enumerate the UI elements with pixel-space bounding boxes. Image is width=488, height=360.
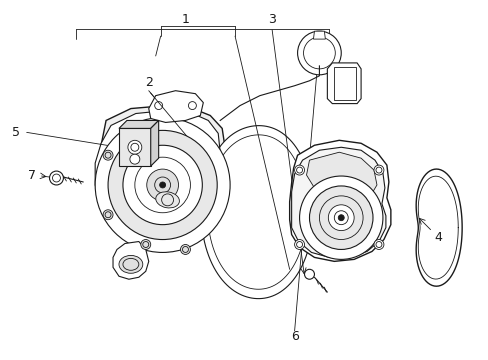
Text: 6: 6 xyxy=(290,330,298,343)
Circle shape xyxy=(146,169,178,201)
Polygon shape xyxy=(201,126,313,299)
Circle shape xyxy=(122,145,202,225)
Circle shape xyxy=(160,182,165,188)
Polygon shape xyxy=(148,91,203,122)
Polygon shape xyxy=(119,121,158,129)
Polygon shape xyxy=(291,147,385,257)
Circle shape xyxy=(130,154,140,164)
Circle shape xyxy=(299,176,382,260)
Polygon shape xyxy=(119,129,150,166)
Ellipse shape xyxy=(119,255,142,273)
Circle shape xyxy=(294,239,304,249)
Circle shape xyxy=(297,31,341,75)
Circle shape xyxy=(294,165,304,175)
Circle shape xyxy=(95,117,230,252)
Text: 1: 1 xyxy=(181,13,189,26)
Polygon shape xyxy=(95,111,225,247)
Polygon shape xyxy=(289,140,390,261)
Polygon shape xyxy=(326,63,360,104)
Ellipse shape xyxy=(156,192,179,208)
Circle shape xyxy=(128,140,142,154)
Text: 5: 5 xyxy=(12,126,20,139)
Circle shape xyxy=(338,215,344,221)
Text: 4: 4 xyxy=(434,231,442,244)
Circle shape xyxy=(103,150,113,160)
Circle shape xyxy=(49,171,63,185)
Circle shape xyxy=(327,205,353,231)
Circle shape xyxy=(373,239,383,249)
Circle shape xyxy=(108,130,217,239)
Circle shape xyxy=(373,165,383,175)
Circle shape xyxy=(180,244,190,255)
Circle shape xyxy=(103,210,113,220)
Polygon shape xyxy=(415,169,461,286)
Polygon shape xyxy=(113,242,148,279)
Circle shape xyxy=(309,186,372,249)
Circle shape xyxy=(304,269,314,279)
Text: 2: 2 xyxy=(144,76,152,89)
Text: 3: 3 xyxy=(267,13,275,26)
Polygon shape xyxy=(150,121,158,166)
Text: 7: 7 xyxy=(28,168,36,181)
Polygon shape xyxy=(96,105,232,251)
Polygon shape xyxy=(313,31,325,39)
Polygon shape xyxy=(334,67,355,100)
Polygon shape xyxy=(306,152,376,200)
Circle shape xyxy=(141,239,150,249)
